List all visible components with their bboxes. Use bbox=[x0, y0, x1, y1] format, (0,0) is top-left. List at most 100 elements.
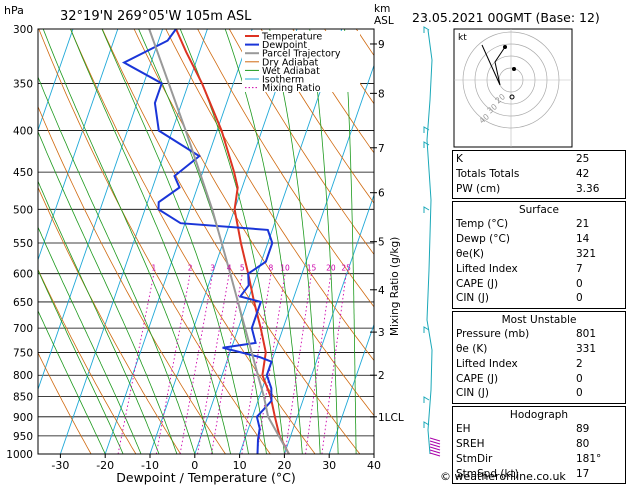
pressure-tick-label: 1000 bbox=[6, 449, 33, 461]
pressure-tick-label: 950 bbox=[13, 431, 33, 443]
isotherm-line bbox=[59, 29, 208, 454]
indices-value: 25 bbox=[576, 153, 590, 165]
hodograph-row: StmDir 181° bbox=[456, 452, 622, 467]
dry-adiabat-line bbox=[165, 29, 374, 362]
isotherm-line bbox=[239, 64, 374, 454]
mixing-ratio-label: 20 bbox=[326, 264, 336, 273]
surface-row: Dewp (°C) 14 bbox=[456, 232, 622, 247]
hodograph-frame bbox=[453, 28, 573, 148]
x-tick-label: 40 bbox=[367, 459, 381, 472]
dry-adiabat-line bbox=[38, 186, 182, 454]
surface-value: 21 bbox=[576, 218, 590, 231]
pressure-tick-label: 450 bbox=[13, 167, 33, 179]
mixing-ratio-label: 4 bbox=[227, 264, 232, 273]
hodograph-row: StmSpd (kt) 17 bbox=[456, 467, 622, 482]
unstable-row: Pressure (mb) 801 bbox=[456, 327, 622, 342]
x-tick-label: 10 bbox=[233, 459, 247, 472]
surface-label: Temp (°C) bbox=[456, 218, 509, 231]
wet-adiabat-line bbox=[38, 130, 178, 454]
hodograph-label: SREH bbox=[456, 437, 485, 450]
pressure-tick-label: 550 bbox=[13, 238, 33, 250]
dry-adiabat-line bbox=[101, 29, 361, 454]
surface-value: 14 bbox=[576, 233, 590, 246]
pressure-tick-label: 600 bbox=[13, 269, 33, 281]
legend-label: Temperature bbox=[261, 32, 322, 43]
dry-adiabat-line bbox=[38, 351, 92, 454]
surface-value: 7 bbox=[576, 262, 583, 275]
x-axis-label: Dewpoint / Temperature (°C) bbox=[116, 470, 295, 485]
pressure-tick-label: 650 bbox=[13, 297, 33, 309]
wind-barb bbox=[423, 421, 430, 428]
dry-adiabat-line bbox=[197, 29, 374, 308]
dry-adiabat-line bbox=[292, 29, 374, 154]
surface-row: Temp (°C) 21 bbox=[456, 217, 622, 232]
mixing-ratio-line bbox=[321, 273, 347, 454]
dry-adiabat-line bbox=[38, 105, 226, 454]
isotherm-line bbox=[328, 323, 374, 454]
unstable-label: Pressure (mb) bbox=[456, 328, 530, 341]
mixing-ratio-line bbox=[305, 273, 332, 454]
mixing-ratio-axis-label: Mixing Ratio (g/kg) bbox=[389, 237, 401, 336]
mixing-ratio-label: 10 bbox=[280, 264, 290, 273]
mixing-ratio-label: 15 bbox=[307, 264, 317, 273]
indices-row: PW (cm) 3.36 bbox=[456, 182, 622, 197]
hodograph-point bbox=[512, 67, 516, 71]
wet-adiabat-line bbox=[269, 29, 321, 454]
isotherm-line bbox=[194, 29, 343, 454]
pressure-tick-label: 800 bbox=[13, 370, 33, 382]
x-tick-label: 30 bbox=[322, 459, 336, 472]
km-tick-label: 8 bbox=[378, 88, 385, 100]
unstable-value: 0 bbox=[576, 387, 583, 400]
pressure-tick-label: 500 bbox=[13, 204, 33, 216]
hodograph-trace bbox=[481, 44, 506, 86]
surface-row: θe(K) 321 bbox=[456, 247, 622, 262]
unstable-label: θe (K) bbox=[456, 342, 488, 355]
indices-table: K 25 Totals Totals 42 PW (cm) 3.36 bbox=[452, 150, 626, 200]
mixing-ratio-label: 5 bbox=[240, 264, 245, 273]
legend-label: Dry Adiabat bbox=[262, 57, 319, 68]
mixing-ratio-line bbox=[211, 273, 243, 454]
x-tick-label: -30 bbox=[51, 459, 69, 472]
storm-motion-marker bbox=[509, 94, 515, 100]
x-tick-label: 20 bbox=[277, 459, 291, 472]
wet-adiabat-line bbox=[42, 29, 214, 454]
hodograph-row: SREH 80 bbox=[456, 437, 622, 452]
hodograph-label: kt bbox=[458, 33, 467, 43]
wet-adiabat-line bbox=[224, 29, 303, 454]
wind-barb bbox=[429, 452, 441, 457]
pressure-tick-label: 300 bbox=[13, 24, 33, 36]
wet-adiabat-line bbox=[344, 29, 357, 454]
hodograph-row: EH 89 bbox=[456, 422, 622, 437]
km-tick-label: 2 bbox=[378, 370, 385, 382]
wind-barb bbox=[423, 126, 430, 133]
wind-barb bbox=[423, 141, 430, 148]
hodograph-title: Hodograph bbox=[509, 409, 569, 422]
wet-adiabat-line bbox=[309, 29, 339, 454]
unstable-label: Lifted Index bbox=[456, 357, 518, 370]
hodograph-value: 80 bbox=[576, 437, 590, 450]
mixing-ratio-line bbox=[256, 273, 286, 454]
mixing-ratio-line bbox=[284, 273, 312, 454]
indices-row: K 25 bbox=[456, 152, 622, 167]
unstable-label: CAPE (J) bbox=[456, 372, 499, 385]
location-title: 32°19'N 269°05'W 105m ASL bbox=[60, 9, 252, 24]
isotherm-line bbox=[104, 29, 253, 454]
indices-label: Totals Totals bbox=[456, 167, 520, 180]
unstable-row: θe (K) 331 bbox=[456, 342, 622, 357]
mixing-ratio-label: 8 bbox=[269, 264, 274, 273]
km-tick-label: 4 bbox=[378, 285, 385, 297]
parameter-panel: K 25 Totals Totals 42 PW (cm) 3.36 Surface Te… bbox=[452, 150, 626, 486]
surface-label: CAPE (J) bbox=[456, 277, 499, 290]
mixing-ratio-label: 2 bbox=[188, 264, 193, 273]
unstable-label: CIN (J) bbox=[456, 387, 489, 400]
isotherm-line bbox=[38, 29, 74, 132]
surface-label: Dewp (°C) bbox=[456, 233, 510, 246]
isotherm-line bbox=[149, 29, 298, 454]
mixing-ratio-line bbox=[117, 273, 155, 454]
wet-adiabat-line bbox=[38, 309, 106, 454]
km-axis-label: km bbox=[374, 3, 390, 15]
km-tick-label: 5 bbox=[378, 237, 385, 249]
surface-row: CIN (J) 0 bbox=[456, 291, 622, 306]
indices-label: K bbox=[456, 153, 463, 165]
wind-barb bbox=[429, 446, 441, 451]
